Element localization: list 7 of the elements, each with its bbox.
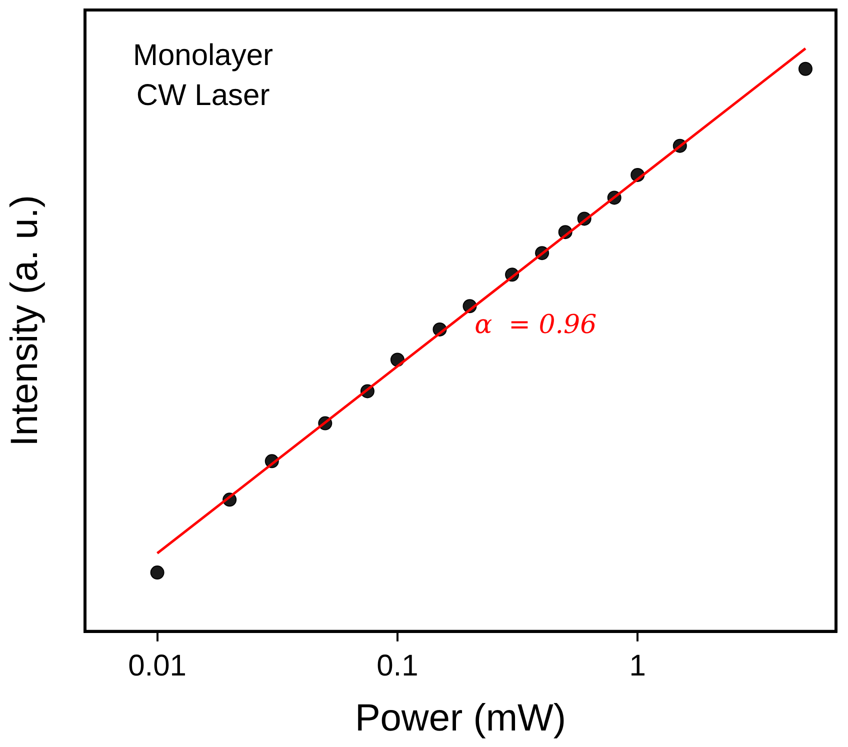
annotation: α = 0.96 (474, 310, 597, 340)
x-tick-label: 0.1 (376, 650, 418, 683)
x-tick-label: 0.01 (128, 650, 186, 683)
y-axis-title: Intensity (a. u.) (4, 195, 46, 446)
x-axis-title: Power (mW) (354, 698, 566, 740)
annotation: Monolayer CW Laser (132, 39, 274, 112)
x-tick-label: 1 (629, 650, 646, 683)
